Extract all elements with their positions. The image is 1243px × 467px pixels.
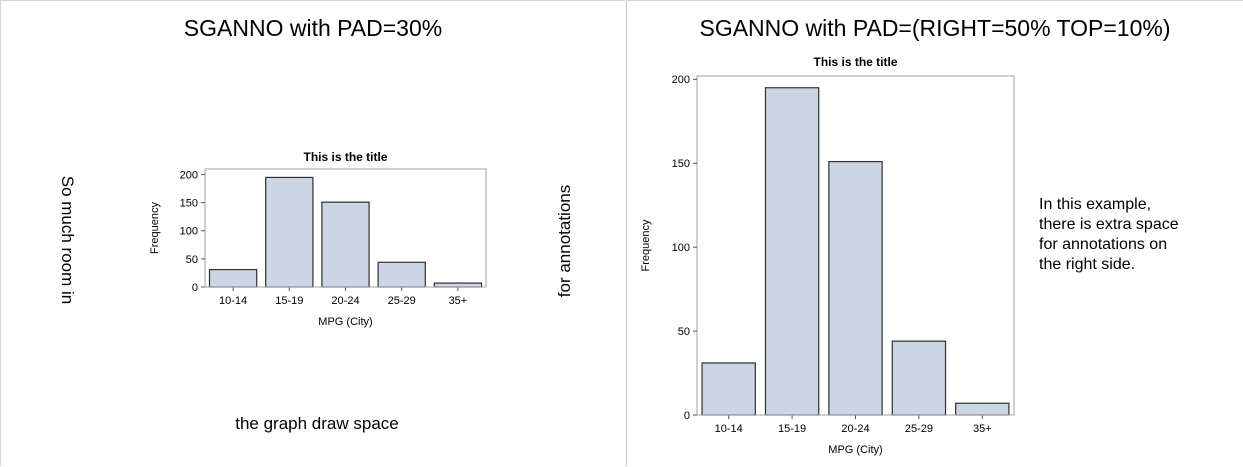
x-axis-label: MPG (City)	[828, 444, 882, 456]
bar	[208, 268, 258, 288]
x-tick-label: 35+	[449, 295, 468, 307]
bar	[891, 340, 947, 416]
y-tick-label: 200	[180, 169, 198, 181]
bar	[955, 402, 1010, 416]
y-tick-label: 150	[672, 158, 690, 170]
plot-frame	[204, 168, 487, 288]
panel-title: SGANNO with PAD=30%	[183, 15, 443, 41]
x-tick-label: 15-19	[275, 295, 303, 307]
x-axis-label: MPG (City)	[318, 316, 372, 328]
y-tick-label: 0	[192, 282, 198, 294]
y-tick-label: 50	[186, 254, 198, 266]
x-tick-label: 10-14	[715, 423, 743, 435]
x-tick-label: 10-14	[219, 295, 247, 307]
annotation-line: the right side.	[1039, 256, 1136, 273]
bar	[321, 201, 370, 288]
annotation-line: In this example,	[1039, 196, 1152, 213]
x-tick-label: 20-24	[331, 295, 359, 307]
panel-pad-30: SGANNO with PAD=30% So much room in for …	[0, 0, 625, 466]
x-tick-label: 25-29	[388, 295, 416, 307]
bar	[265, 176, 314, 288]
y-axis-label: Frequency	[149, 202, 161, 254]
y-axis-label: Frequency	[640, 219, 652, 271]
chart-title: This is the title	[813, 55, 897, 69]
y-tick-label: 0	[684, 410, 690, 422]
y-tick-label: 100	[672, 242, 690, 254]
bar-chart-large: This is the title 10-14 15-19 20-24 25-29 35+…	[640, 55, 1015, 456]
bar	[828, 160, 883, 416]
y-tick-label: 50	[678, 326, 690, 338]
annotation-block: In this example, there is extra space fo…	[1039, 195, 1179, 275]
bar	[701, 362, 756, 416]
y-tick-label: 200	[672, 74, 690, 86]
panel-title: SGANNO with PAD=(RIGHT=50% TOP=10%)	[699, 15, 1171, 41]
bar	[764, 87, 820, 416]
annotation-line: for annotations on	[1039, 236, 1168, 253]
x-tick-label: 25-29	[905, 423, 933, 435]
bar-chart-small: This is the title 10-14 15-19 20-24 25-29 35+…	[149, 150, 487, 328]
bar	[377, 261, 426, 288]
bar	[433, 282, 483, 288]
chart-title: This is the title	[303, 150, 387, 164]
x-tick-label: 35+	[973, 423, 992, 435]
panel-pad-right-top: SGANNO with PAD=(RIGHT=50% TOP=10%) This…	[626, 0, 1243, 466]
annotation-line: there is extra space	[1039, 216, 1179, 233]
plot-frame	[696, 75, 1015, 416]
annotation-bottom: the graph draw space	[235, 414, 399, 433]
x-tick-label: 15-19	[778, 423, 806, 435]
y-tick-label: 150	[180, 198, 198, 210]
x-tick-label: 20-24	[841, 423, 869, 435]
y-tick-label: 100	[180, 226, 198, 238]
